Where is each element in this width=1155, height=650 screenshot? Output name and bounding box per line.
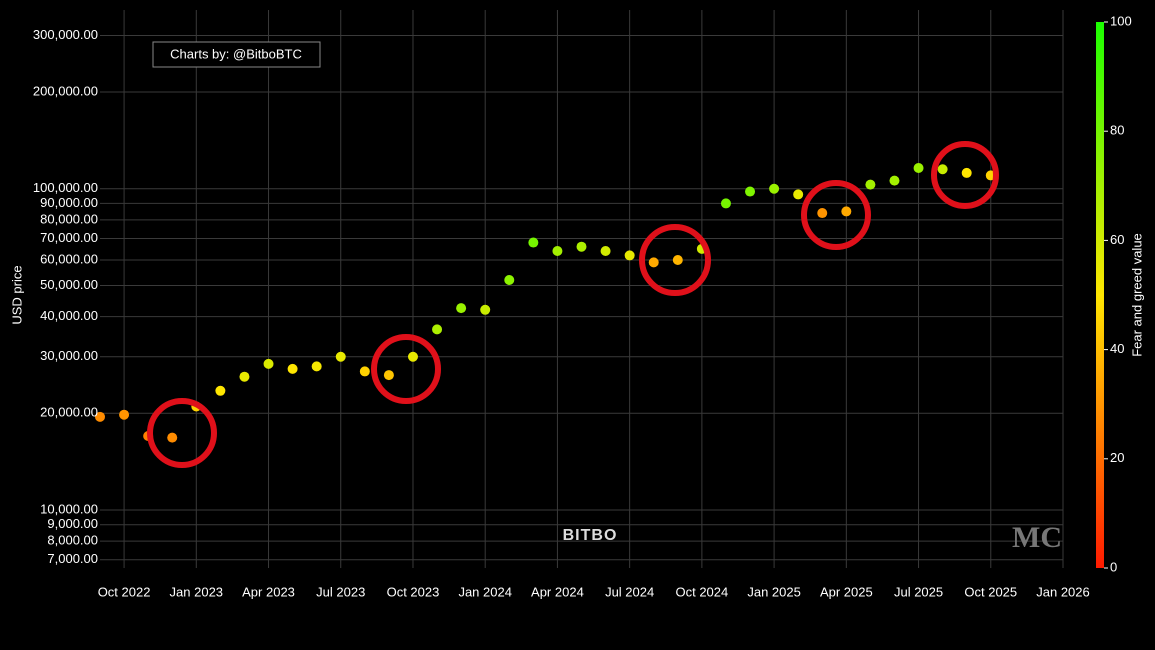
x-tick-label: Jan 2023	[170, 584, 224, 599]
x-tick-label: Oct 2022	[98, 584, 151, 599]
y-tick-label: 100,000.00	[33, 180, 98, 195]
data-point	[552, 246, 563, 257]
data-point	[432, 324, 443, 335]
x-tick-label: Oct 2023	[387, 584, 440, 599]
data-point	[793, 189, 804, 200]
data-point	[215, 385, 226, 396]
y-tick-label: 9,000.00	[47, 516, 98, 531]
y-tick-label: 60,000.00	[40, 251, 98, 266]
colorbar-tick-label: 80	[1110, 123, 1124, 138]
brand: BITBO	[563, 527, 618, 544]
data-point	[311, 361, 322, 372]
x-tick-label: Apr 2025	[820, 584, 873, 599]
data-point	[504, 274, 515, 285]
x-tick-label: Jul 2024	[605, 584, 654, 599]
data-point	[648, 257, 659, 268]
x-tick-label: Apr 2023	[242, 584, 295, 599]
data-point	[841, 206, 852, 217]
data-point	[913, 163, 924, 174]
x-tick-label: Jan 2025	[747, 584, 801, 599]
data-point	[119, 409, 130, 420]
data-point	[95, 411, 105, 422]
y-tick-label: 300,000.00	[33, 27, 98, 42]
colorbar-label: Fear and greed value	[1129, 233, 1144, 357]
colorbar-tick-label: 40	[1110, 341, 1124, 356]
colorbar-tick-label: 60	[1110, 232, 1124, 247]
data-point	[745, 186, 756, 197]
data-point	[817, 208, 828, 219]
colorbar-tick-label: 0	[1110, 559, 1117, 574]
data-point	[383, 370, 394, 381]
data-point	[672, 255, 683, 266]
data-point	[937, 164, 948, 175]
x-tick-label: Jul 2025	[894, 584, 943, 599]
highlight-circle	[931, 141, 999, 209]
data-point	[480, 304, 491, 315]
y-tick-label: 7,000.00	[47, 551, 98, 566]
grid	[100, 10, 1064, 568]
highlight-circle	[147, 398, 217, 468]
data-point	[528, 237, 539, 248]
y-tick-label: 50,000.00	[40, 277, 98, 292]
y-axis-label: USD price	[9, 265, 24, 324]
x-tick-label: Jan 2026	[1036, 584, 1090, 599]
highlight-circle	[371, 334, 441, 404]
y-tick-label: 70,000.00	[40, 230, 98, 245]
x-tick-label: Apr 2024	[531, 584, 584, 599]
data-point	[600, 246, 611, 257]
y-tick-label: 80,000.00	[40, 211, 98, 226]
x-tick-label: Jan 2024	[458, 584, 512, 599]
y-tick-label: 20,000.00	[40, 405, 98, 420]
data-point	[624, 250, 635, 261]
data-point	[239, 371, 250, 382]
y-tick-label: 200,000.00	[33, 83, 98, 98]
colorbar-tick-label: 20	[1110, 450, 1124, 465]
colorbar	[1096, 22, 1104, 568]
watermark: MC	[1012, 521, 1062, 554]
y-tick-label: 90,000.00	[40, 195, 98, 210]
x-tick-label: Oct 2025	[964, 584, 1017, 599]
data-point	[167, 432, 178, 443]
data-point	[576, 241, 587, 252]
annotation-box	[152, 41, 321, 68]
colorbar-tick-label: 100	[1110, 13, 1132, 28]
data-point	[865, 179, 876, 190]
marks	[95, 163, 996, 443]
y-tick-label: 40,000.00	[40, 308, 98, 323]
highlight-circle	[639, 224, 711, 296]
data-point	[407, 351, 418, 362]
data-point	[769, 183, 780, 194]
data-point	[961, 167, 972, 178]
data-point	[287, 363, 298, 374]
data-point	[359, 366, 370, 377]
data-point	[889, 175, 900, 186]
data-point	[720, 198, 731, 209]
annotation: Charts by: @BitboBTC	[170, 46, 302, 61]
data-point	[456, 303, 467, 314]
highlight-circles	[147, 141, 999, 468]
data-point	[263, 358, 274, 369]
y-tick-label: 30,000.00	[40, 348, 98, 363]
y-tick-label: 10,000.00	[40, 501, 98, 516]
data-point	[335, 351, 346, 362]
x-tick-label: Oct 2024	[675, 584, 728, 599]
y-tick-label: 8,000.00	[47, 533, 98, 548]
x-tick-label: Jul 2023	[316, 584, 365, 599]
highlight-circle	[801, 180, 871, 250]
